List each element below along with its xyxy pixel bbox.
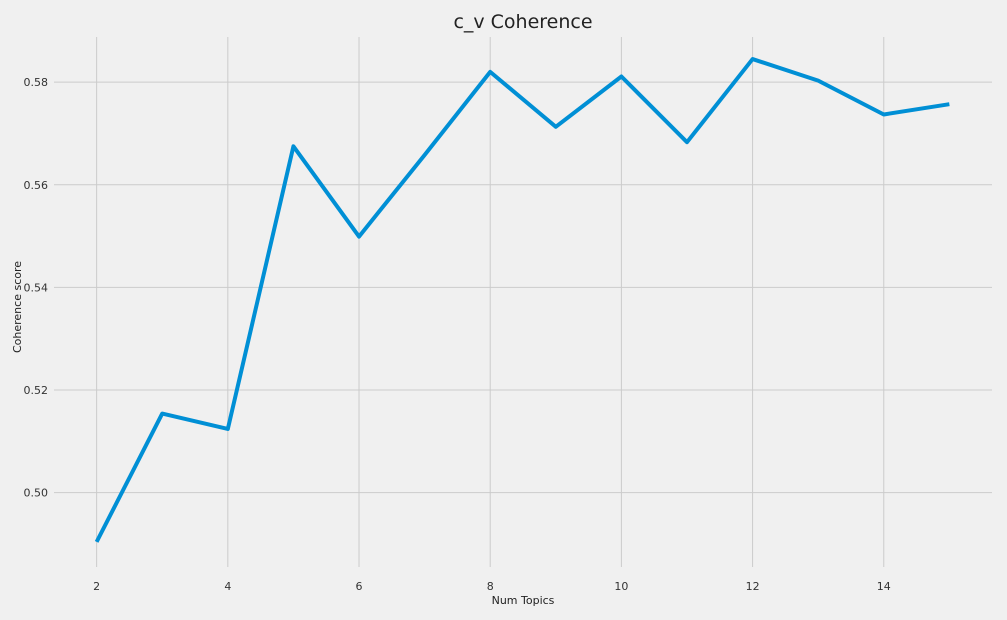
series-layer [94, 57, 951, 544]
x-tick-label: 14 [877, 580, 891, 593]
data-point [291, 144, 295, 148]
y-tick-label: 0.52 [24, 384, 49, 397]
y-tick-label: 0.58 [24, 76, 49, 89]
x-tick-label: 2 [93, 580, 100, 593]
data-point [554, 125, 558, 129]
x-tick-label: 12 [746, 580, 760, 593]
data-point [95, 540, 99, 544]
coherence-series-line [94, 57, 950, 543]
vertical-gridlines [96, 37, 885, 567]
data-point [947, 102, 951, 106]
y-axis-label: Coherence score [11, 261, 24, 353]
chart-title: c_v Coherence [453, 11, 592, 33]
data-point [685, 140, 689, 144]
data-point [423, 153, 427, 157]
x-tick-label: 4 [224, 580, 231, 593]
x-axis-label: Num Topics [492, 594, 555, 607]
data-point [751, 57, 755, 61]
y-tick-label: 0.56 [24, 179, 49, 192]
data-point [160, 412, 164, 416]
data-point [882, 112, 886, 116]
x-tick-label: 6 [356, 580, 363, 593]
y-tick-label: 0.54 [24, 281, 49, 294]
y-tick-labels: 0.50 0.52 0.54 0.56 0.58 [24, 76, 49, 499]
data-point [226, 427, 230, 431]
x-tick-label: 10 [614, 580, 628, 593]
data-point [816, 79, 820, 83]
x-tick-labels: 2 4 6 8 10 12 14 [93, 580, 891, 593]
data-point [619, 75, 623, 79]
horizontal-gridlines [54, 81, 992, 494]
x-tick-label: 8 [487, 580, 494, 593]
data-point [488, 70, 492, 74]
data-point [357, 235, 361, 239]
y-tick-label: 0.50 [24, 487, 49, 500]
